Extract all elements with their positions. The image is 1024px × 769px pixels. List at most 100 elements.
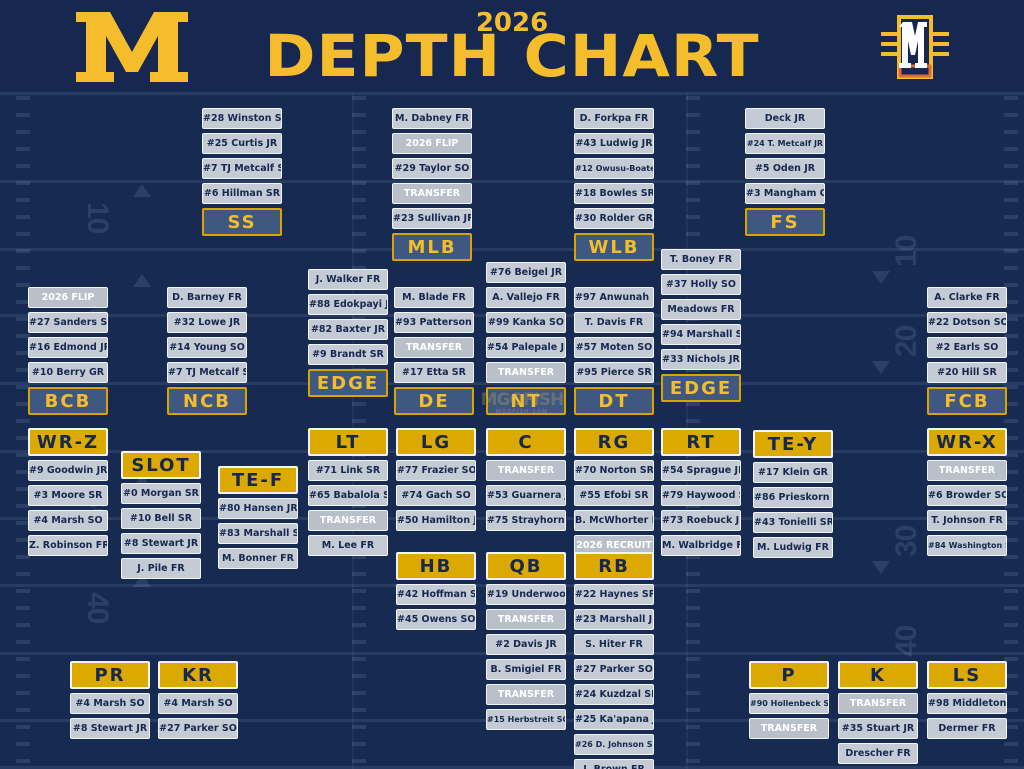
player-cell[interactable]: #24 T. Metcalf JR	[745, 133, 825, 154]
position-label-de[interactable]: DE	[394, 387, 474, 415]
player-cell[interactable]: #12 Owusu-Boateng SO	[574, 158, 654, 179]
player-cell[interactable]: 2026 FLIP	[28, 287, 108, 308]
position-label-ss[interactable]: SS	[202, 208, 282, 236]
player-cell[interactable]: #97 Anwunah GR	[574, 287, 654, 308]
player-cell[interactable]: B. Smigiel FR	[486, 659, 566, 680]
position-label-dt[interactable]: DT	[574, 387, 654, 415]
player-cell[interactable]: #10 Bell SR	[121, 508, 201, 529]
player-cell[interactable]: B. McWhorter FR	[574, 510, 654, 531]
player-cell[interactable]: Z. Robinson FR	[28, 535, 108, 556]
player-cell[interactable]: #80 Hansen JR	[218, 498, 298, 519]
player-cell[interactable]: #50 Hamilton JR	[396, 510, 476, 531]
player-cell[interactable]: A. Vallejo FR	[486, 287, 566, 308]
player-cell[interactable]: #42 Hoffman SR	[396, 584, 476, 605]
player-cell[interactable]: #27 Parker SO	[158, 718, 238, 739]
player-cell[interactable]: #8 Stewart JR	[121, 533, 201, 554]
player-cell[interactable]: TRANSFER	[308, 510, 388, 531]
player-cell[interactable]: #15 Herbstreit SO	[486, 709, 566, 730]
player-cell[interactable]: Deck JR	[745, 108, 825, 129]
player-cell[interactable]: J. Walker FR	[308, 269, 388, 290]
player-cell[interactable]: TRANSFER	[927, 460, 1007, 481]
player-cell[interactable]: #14 Young SO	[167, 337, 247, 358]
player-cell[interactable]: #25 Ka'apana JR	[574, 709, 654, 730]
player-cell[interactable]: #98 Middleton JR	[927, 693, 1007, 714]
position-label-wlb[interactable]: WLB	[574, 233, 654, 261]
player-cell[interactable]: #0 Morgan SR	[121, 483, 201, 504]
player-cell[interactable]: #4 Marsh SO	[28, 510, 108, 531]
player-cell[interactable]: M. Ludwig FR	[753, 537, 833, 558]
player-cell[interactable]: #20 Hill SR	[927, 362, 1007, 383]
player-cell[interactable]: #93 Patterson SO	[394, 312, 474, 333]
position-label-rb[interactable]: RB	[574, 552, 654, 580]
player-cell[interactable]: #70 Norton SR	[574, 460, 654, 481]
player-cell[interactable]: Dermer FR	[927, 718, 1007, 739]
position-label-rt[interactable]: RT	[661, 428, 741, 456]
player-cell[interactable]: #26 D. Johnson SO	[574, 734, 654, 755]
player-cell[interactable]: #71 Link SR	[308, 460, 388, 481]
player-cell[interactable]: T. Johnson FR	[927, 510, 1007, 531]
position-label-lt[interactable]: LT	[308, 428, 388, 456]
player-cell[interactable]: #10 Berry GR	[28, 362, 108, 383]
player-cell[interactable]: TRANSFER	[486, 460, 566, 481]
player-cell[interactable]: #28 Winston SO	[202, 108, 282, 129]
player-cell[interactable]: #54 Palepale JR	[486, 337, 566, 358]
position-label-qb[interactable]: QB	[486, 552, 566, 580]
player-cell[interactable]: #16 Edmond JR	[28, 337, 108, 358]
player-cell[interactable]: #3 Moore SR	[28, 485, 108, 506]
player-cell[interactable]: #43 Ludwig JR	[574, 133, 654, 154]
player-cell[interactable]: #5 Oden JR	[745, 158, 825, 179]
player-cell[interactable]: #33 Nichols JR	[661, 349, 741, 370]
player-cell[interactable]: #2 Davis JR	[486, 634, 566, 655]
player-cell[interactable]: #27 Parker SO	[574, 659, 654, 680]
player-cell[interactable]: #7 TJ Metcalf SR	[202, 158, 282, 179]
player-cell[interactable]: #9 Goodwin JR	[28, 460, 108, 481]
player-cell[interactable]: #57 Moten SO	[574, 337, 654, 358]
position-label-fcb[interactable]: FCB	[927, 387, 1007, 415]
player-cell[interactable]: #95 Pierce SR	[574, 362, 654, 383]
player-cell[interactable]: #6 Hillman SR	[202, 183, 282, 204]
player-cell[interactable]: M. Blade FR	[394, 287, 474, 308]
player-cell[interactable]: #73 Roebuck JR	[661, 510, 741, 531]
player-cell[interactable]: #55 Efobi SR	[574, 485, 654, 506]
player-cell[interactable]: TRANSFER	[486, 684, 566, 705]
player-cell[interactable]: #88 Edokpayi JR	[308, 294, 388, 315]
player-cell[interactable]: TRANSFER	[486, 609, 566, 630]
player-cell[interactable]: #37 Holly SO	[661, 274, 741, 295]
position-label-slot[interactable]: SLOT	[121, 451, 201, 479]
player-cell[interactable]: M. Lee FR	[308, 535, 388, 556]
player-cell[interactable]: #29 Taylor SO	[392, 158, 472, 179]
player-cell[interactable]: D. Barney FR	[167, 287, 247, 308]
position-label-te-y[interactable]: TE-Y	[753, 430, 833, 458]
player-cell[interactable]: #32 Lowe JR	[167, 312, 247, 333]
position-label-rg[interactable]: RG	[574, 428, 654, 456]
player-cell[interactable]: J. Pile FR	[121, 558, 201, 579]
position-label-te-f[interactable]: TE-F	[218, 466, 298, 494]
player-cell[interactable]: 2026 FLIP	[392, 133, 472, 154]
player-cell[interactable]: TRANSFER	[838, 693, 918, 714]
player-cell[interactable]: #74 Gach SO	[396, 485, 476, 506]
player-cell[interactable]: M. Walbridge FR	[661, 535, 741, 556]
player-cell[interactable]: TRANSFER	[392, 183, 472, 204]
player-cell[interactable]: Drescher FR	[838, 743, 918, 764]
player-cell[interactable]: #30 Rolder GR	[574, 208, 654, 229]
position-label-ls[interactable]: LS	[927, 661, 1007, 689]
player-cell[interactable]: #99 Kanka SO	[486, 312, 566, 333]
position-label-fs[interactable]: FS	[745, 208, 825, 236]
player-cell[interactable]: A. Clarke FR	[927, 287, 1007, 308]
position-label-lg[interactable]: LG	[396, 428, 476, 456]
player-cell[interactable]: #22 Haynes SR	[574, 584, 654, 605]
position-label-edge-r[interactable]: EDGE	[661, 374, 741, 402]
player-cell[interactable]: M. Bonner FR	[218, 548, 298, 569]
player-cell[interactable]: #27 Sanders SO	[28, 312, 108, 333]
position-label-wr-z[interactable]: WR-Z	[28, 428, 108, 456]
player-cell[interactable]: #86 Prieskorn JR	[753, 487, 833, 508]
player-cell[interactable]: #84 Washington SO	[927, 535, 1007, 556]
player-cell[interactable]: #7 TJ Metcalf SR	[167, 362, 247, 383]
position-label-wr-x[interactable]: WR-X	[927, 428, 1007, 456]
player-cell[interactable]: TRANSFER	[394, 337, 474, 358]
position-label-hb[interactable]: HB	[396, 552, 476, 580]
player-cell[interactable]: S. Hiter FR	[574, 634, 654, 655]
position-label-k[interactable]: K	[838, 661, 918, 689]
player-cell[interactable]: TRANSFER	[486, 362, 566, 383]
player-cell[interactable]: #82 Baxter JR	[308, 319, 388, 340]
